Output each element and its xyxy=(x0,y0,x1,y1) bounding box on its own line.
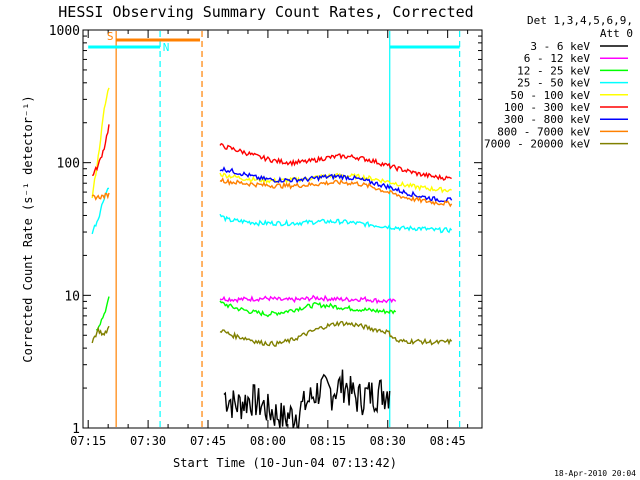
x-tick-label: 07:45 xyxy=(190,434,226,448)
legend-label: 800 - 7000 keV xyxy=(497,125,590,138)
x-tick-label: 08:00 xyxy=(250,434,286,448)
series-line xyxy=(91,124,452,181)
legend-label: 3 - 6 keV xyxy=(530,40,590,53)
x-tick-label: 07:30 xyxy=(130,434,166,448)
legend-header-2: Att 0 xyxy=(600,27,633,40)
plot-frame xyxy=(82,29,483,429)
x-tick-label: 07:15 xyxy=(70,434,106,448)
legend-label: 6 - 12 keV xyxy=(524,52,591,65)
series-line xyxy=(91,87,452,199)
plot-area: 1 10 100 1000 07:15 07:30 07:45 08:00 08:15 08:30… xyxy=(49,24,483,448)
series-line xyxy=(91,177,453,208)
y-tick-label: 100 xyxy=(57,157,80,172)
y-axis-label: Corrected Count Rate (s⁻¹ detector⁻¹) xyxy=(21,95,35,362)
flag-label: S xyxy=(107,30,114,43)
legend-label: 50 - 100 keV xyxy=(511,89,591,102)
y-tick-label: 1000 xyxy=(49,24,80,39)
legend-label: 100 - 300 keV xyxy=(504,101,590,114)
footer-date: 18-Apr-2010 20:04 xyxy=(554,469,636,478)
legend-label: 7000 - 20000 keV xyxy=(484,138,590,151)
y-tick-label: 1 xyxy=(72,422,80,437)
series-line xyxy=(219,294,397,305)
series-line xyxy=(91,320,453,347)
chart-title: HESSI Observing Summary Count Rates, Cor… xyxy=(58,3,473,21)
legend-label: 25 - 50 keV xyxy=(517,77,590,90)
x-tick-label: 08:45 xyxy=(430,434,466,448)
series-line xyxy=(223,369,391,429)
legend-header-1: Det 1,3,4,5,6,9, xyxy=(527,14,633,27)
flag-label: N xyxy=(163,41,170,54)
legend-label: 12 - 25 keV xyxy=(517,64,590,77)
x-axis-label: Start Time (10-Jun-04 07:13:42) xyxy=(173,456,397,470)
x-tick-label: 08:30 xyxy=(370,434,406,448)
series-line xyxy=(219,166,453,203)
y-tick-label: 10 xyxy=(64,289,80,304)
series-line xyxy=(91,187,453,235)
x-tick-label: 08:15 xyxy=(310,434,346,448)
legend-label: 300 - 800 keV xyxy=(504,113,590,126)
